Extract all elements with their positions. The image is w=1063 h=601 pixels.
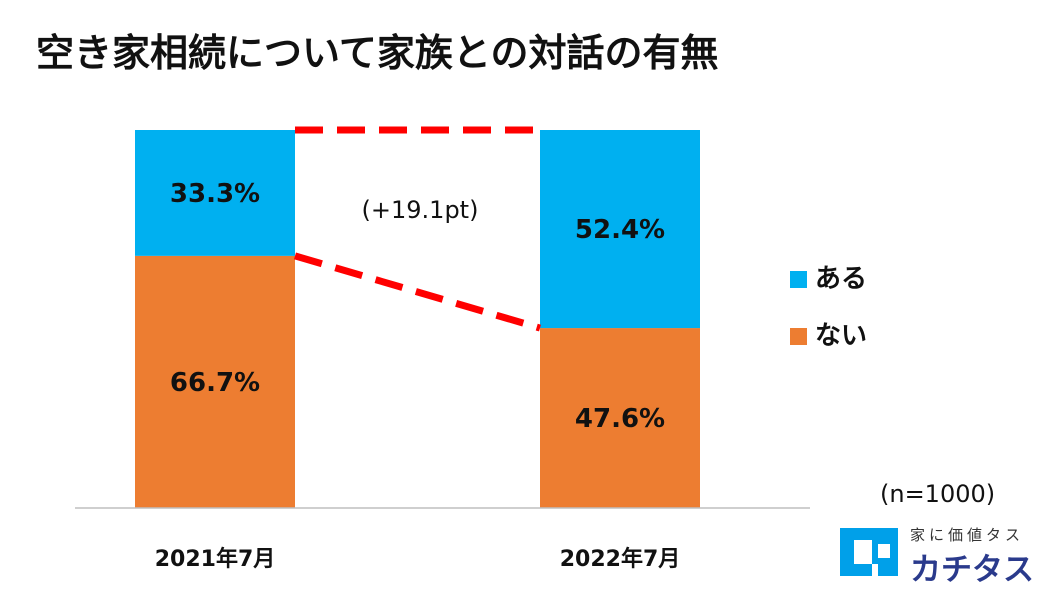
bar-segment-aru-1 [135, 130, 295, 256]
bar-segment-nai-1 [135, 255, 295, 508]
data-label-nai-1: 66.7% [170, 368, 260, 398]
bar-segment-nai-2 [540, 328, 700, 508]
logo-tagline: 家に価値タス [910, 526, 1025, 544]
category-label-1: 2021年7月 [155, 546, 276, 572]
logo-name: カチタス [910, 552, 1034, 588]
legend-label-aru: ある [815, 264, 868, 294]
data-label-aru-1: 33.3% [170, 179, 260, 209]
data-label-aru-2: 52.4% [575, 215, 665, 245]
change-annotation: (+19.1pt) [362, 196, 479, 224]
legend-item-nai: ない [790, 315, 867, 352]
kachitas-logo: 家に価値タス カチタス [838, 522, 1038, 588]
bar-segment-aru-2 [540, 130, 700, 329]
chart-title: 空き家相続について家族との対話の有無 [36, 31, 719, 75]
legend-item-aru: ある [790, 258, 867, 295]
legend-swatch-aru [790, 271, 807, 288]
data-label-nai-2: 47.6% [575, 404, 665, 434]
category-label-2: 2022年7月 [560, 546, 681, 572]
logo-house-icon [840, 528, 898, 576]
legend-label-nai: ない [815, 321, 868, 351]
sample-size-note: (n=1000) [880, 480, 996, 508]
legend-swatch-nai [790, 328, 807, 345]
connector-line-boundary [294, 252, 541, 332]
